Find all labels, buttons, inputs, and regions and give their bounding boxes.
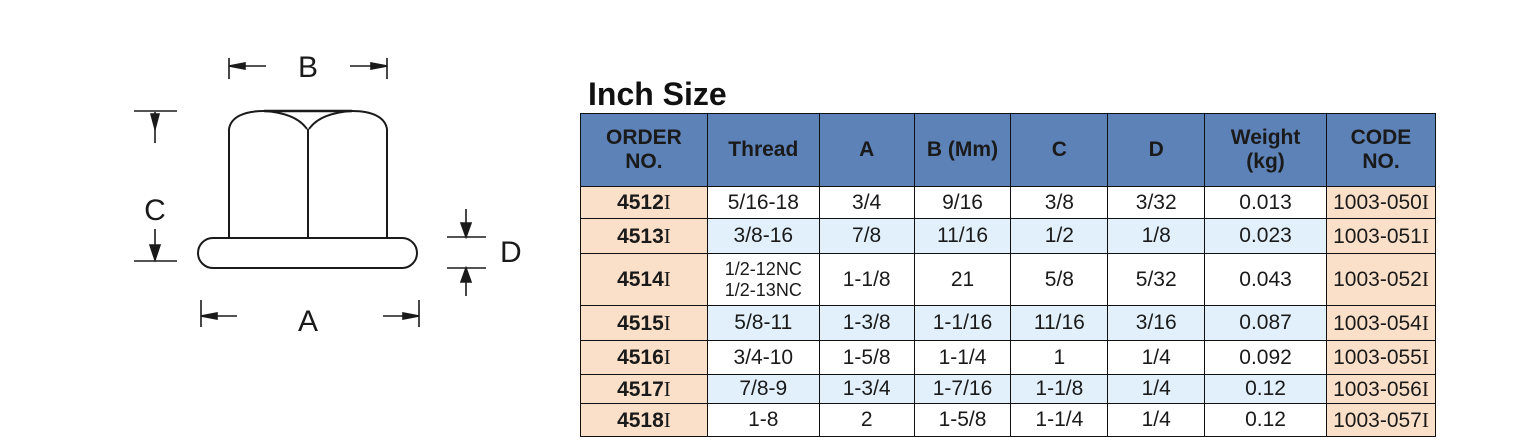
svg-text:A: A [298,305,318,338]
svg-text:D: D [500,236,522,269]
svg-text:C: C [144,194,166,227]
svg-text:B: B [298,51,318,84]
